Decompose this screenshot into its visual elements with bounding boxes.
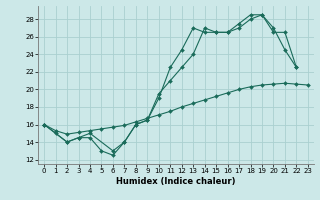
X-axis label: Humidex (Indice chaleur): Humidex (Indice chaleur) xyxy=(116,177,236,186)
